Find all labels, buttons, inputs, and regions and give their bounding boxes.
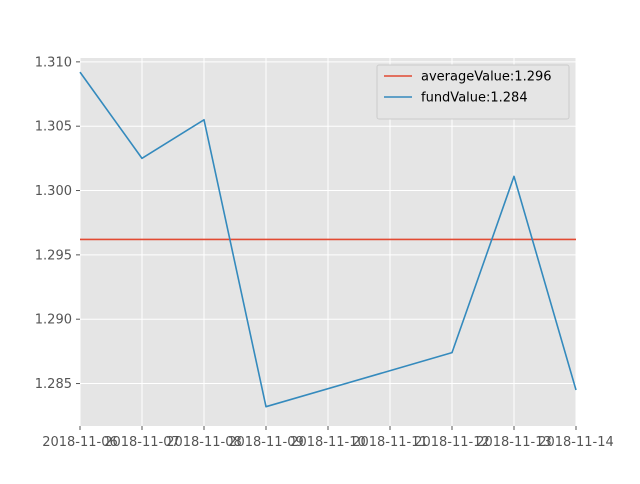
- y-tick-label: 1.285: [35, 377, 72, 392]
- axis-ticks: 2018-11-062018-11-072018-11-082018-11-09…: [35, 55, 614, 450]
- x-tick-label: 2018-11-08: [166, 435, 242, 450]
- x-tick-label: 2018-11-13: [476, 435, 552, 450]
- series-line-1: [79, 71, 577, 408]
- series-lines: [79, 71, 577, 408]
- x-tick-label: 2018-11-10: [290, 435, 366, 450]
- x-tick-label: 2018-11-12: [414, 435, 490, 450]
- x-tick-label: 2018-11-06: [42, 435, 118, 450]
- legend: averageValue:1.296 fundValue:1.284: [376, 64, 570, 120]
- x-tick-label: 2018-11-09: [228, 435, 304, 450]
- y-tick-label: 1.300: [35, 184, 72, 199]
- legend-label: fundValue:1.284: [421, 91, 528, 106]
- y-tick-label: 1.290: [35, 313, 72, 328]
- y-tick-label: 1.295: [35, 248, 72, 263]
- legend-box: [376, 64, 570, 120]
- x-tick-label: 2018-11-11: [352, 435, 428, 450]
- y-tick-label: 1.305: [35, 120, 72, 135]
- x-tick-label: 2018-11-07: [104, 435, 180, 450]
- x-tick-label: 2018-11-14: [538, 435, 614, 450]
- legend-label: averageValue:1.296: [421, 70, 552, 85]
- y-tick-label: 1.310: [35, 55, 72, 70]
